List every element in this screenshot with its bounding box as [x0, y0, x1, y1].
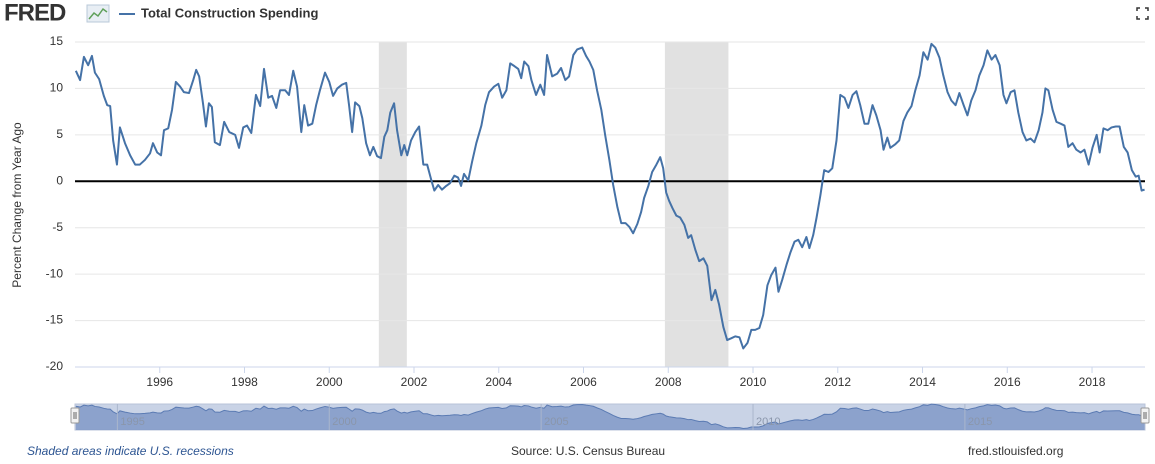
navigator-tick-label: 2010	[756, 416, 780, 428]
y-tick-label: -10	[46, 266, 64, 280]
y-tick-label: 15	[50, 34, 64, 48]
y-tick-label: 10	[50, 81, 64, 95]
x-tick-label: 2010	[740, 375, 767, 389]
x-tick-label: 2004	[485, 375, 512, 389]
x-tick-label: 2018	[1079, 375, 1106, 389]
site: fred.stlouisfed.org	[968, 444, 1063, 458]
series-line	[74, 42, 1145, 350]
logo-icon	[86, 4, 110, 23]
recession-band	[664, 42, 729, 367]
fullscreen-icon[interactable]	[1136, 7, 1149, 20]
logo: FRED	[4, 0, 66, 26]
navigator-handle-box	[70, 407, 80, 424]
y-tick-label: 5	[56, 127, 63, 141]
navigator-handle-box	[1140, 407, 1150, 424]
y-tick-label: 0	[56, 173, 63, 187]
x-tick-label: 2008	[655, 375, 682, 389]
y-tick-label: -15	[46, 313, 64, 327]
navigator-line	[75, 403, 1145, 430]
x-tick-label: 2014	[909, 375, 936, 389]
navigator-tick-label: 2000	[332, 416, 356, 428]
legend-label: Total Construction Spending	[141, 5, 318, 20]
x-tick-label: 2012	[824, 375, 851, 389]
x-tick-label: 2016	[994, 375, 1021, 389]
navigator-handle[interactable]	[70, 407, 80, 424]
y-tick-label: -20	[46, 359, 64, 373]
x-tick-label: 2000	[316, 375, 343, 389]
y-tick-label: -5	[52, 220, 63, 234]
navigator-tick-label: 2005	[544, 416, 568, 428]
recession-band	[378, 42, 407, 367]
x-tick-label: 2002	[401, 375, 428, 389]
recession-note: Shaded areas indicate U.S. recessions	[27, 444, 234, 458]
x-tick-label: 1998	[231, 375, 258, 389]
navigator-tick-label: 2015	[968, 416, 992, 428]
x-tick-label: 1996	[146, 375, 173, 389]
y-axis-label: Percent Change from Year Ago	[10, 122, 24, 288]
source: Source: U.S. Census Bureau	[511, 444, 665, 458]
x-tick-label: 2006	[570, 375, 597, 389]
navigator-handle[interactable]	[1140, 407, 1150, 424]
navigator-tick-label: 1995	[120, 416, 144, 428]
